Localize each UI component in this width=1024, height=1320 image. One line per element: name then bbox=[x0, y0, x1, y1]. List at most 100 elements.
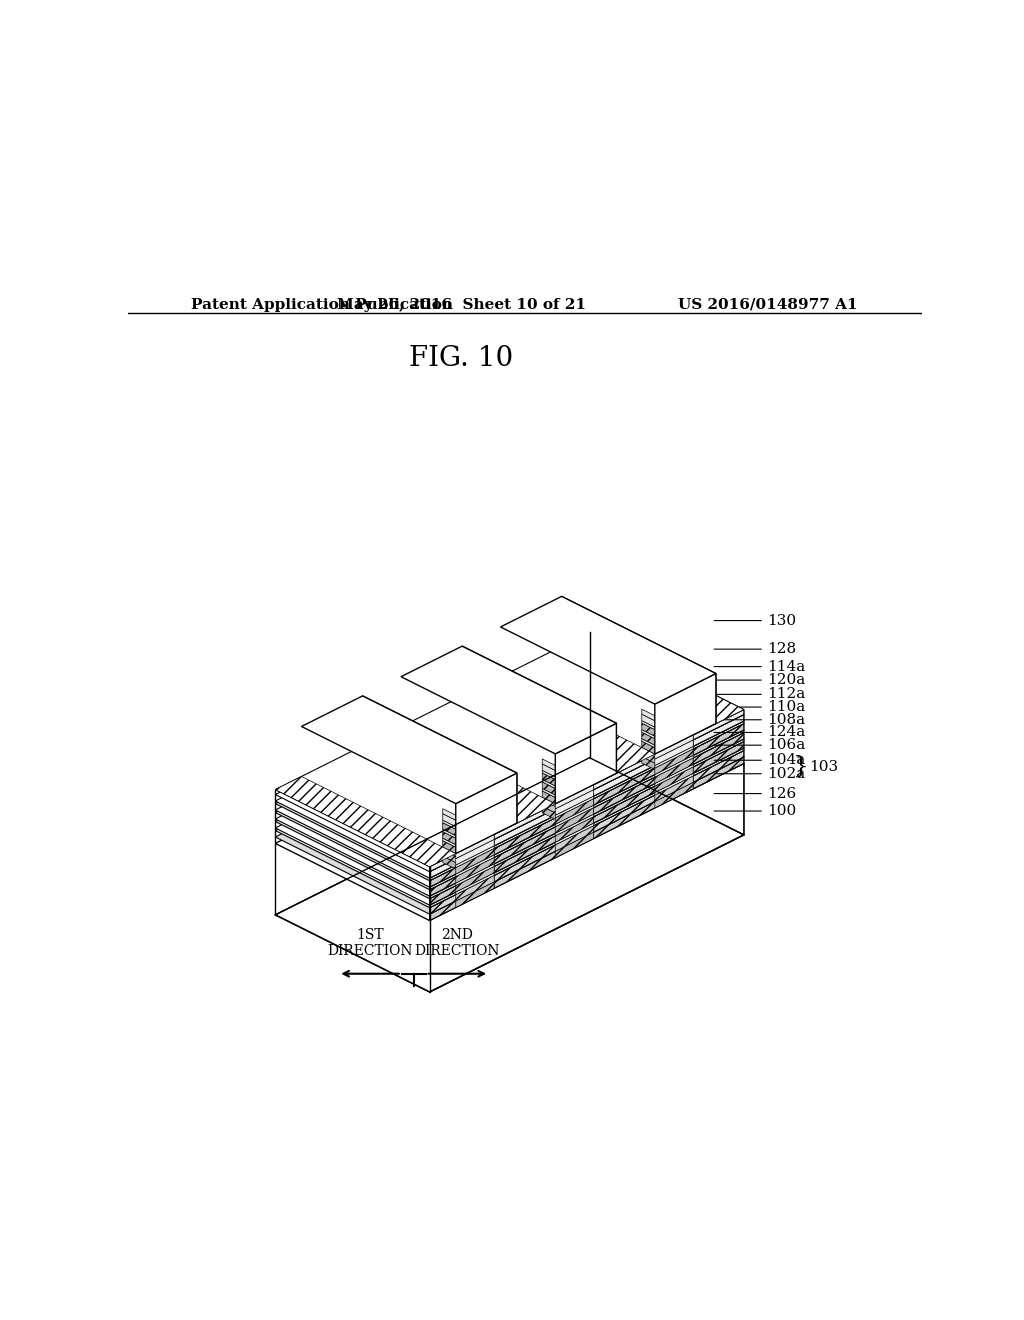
Polygon shape bbox=[654, 755, 693, 777]
Polygon shape bbox=[501, 597, 716, 704]
Polygon shape bbox=[555, 796, 594, 818]
Polygon shape bbox=[462, 677, 654, 774]
Polygon shape bbox=[590, 644, 743, 723]
Text: 124a: 124a bbox=[714, 726, 805, 739]
Text: 126: 126 bbox=[714, 787, 796, 800]
Polygon shape bbox=[442, 809, 495, 840]
Polygon shape bbox=[642, 756, 693, 789]
Text: 108a: 108a bbox=[714, 713, 805, 727]
Polygon shape bbox=[555, 805, 594, 826]
Polygon shape bbox=[456, 855, 495, 876]
Polygon shape bbox=[590, 653, 743, 733]
Polygon shape bbox=[430, 763, 743, 991]
Polygon shape bbox=[275, 647, 743, 880]
Polygon shape bbox=[442, 832, 495, 863]
Text: Patent Application Publication: Patent Application Publication bbox=[191, 297, 454, 312]
Polygon shape bbox=[301, 696, 517, 804]
Polygon shape bbox=[430, 710, 743, 871]
Polygon shape bbox=[401, 647, 616, 754]
Text: May 26, 2016  Sheet 10 of 21: May 26, 2016 Sheet 10 of 21 bbox=[337, 297, 586, 312]
Polygon shape bbox=[543, 764, 594, 796]
Polygon shape bbox=[430, 721, 743, 880]
Polygon shape bbox=[543, 774, 594, 805]
Polygon shape bbox=[590, 671, 743, 751]
Polygon shape bbox=[442, 847, 495, 875]
Polygon shape bbox=[362, 727, 555, 824]
Text: 2ND
DIRECTION: 2ND DIRECTION bbox=[415, 928, 500, 958]
Text: 110a: 110a bbox=[714, 700, 805, 714]
Polygon shape bbox=[590, 656, 743, 739]
Polygon shape bbox=[642, 750, 693, 783]
Polygon shape bbox=[555, 814, 594, 836]
Polygon shape bbox=[590, 686, 743, 834]
Polygon shape bbox=[362, 696, 517, 824]
Polygon shape bbox=[543, 797, 594, 825]
Polygon shape bbox=[442, 838, 495, 866]
Polygon shape bbox=[430, 723, 743, 887]
Polygon shape bbox=[430, 756, 743, 920]
Polygon shape bbox=[430, 730, 743, 890]
Polygon shape bbox=[543, 771, 594, 799]
Polygon shape bbox=[590, 680, 743, 763]
Polygon shape bbox=[555, 808, 594, 833]
Polygon shape bbox=[462, 647, 616, 774]
Polygon shape bbox=[642, 714, 693, 746]
Polygon shape bbox=[430, 714, 743, 878]
Polygon shape bbox=[555, 784, 594, 809]
Polygon shape bbox=[555, 832, 594, 858]
Polygon shape bbox=[275, 632, 743, 867]
Polygon shape bbox=[456, 858, 495, 883]
Polygon shape bbox=[543, 791, 594, 824]
Polygon shape bbox=[456, 840, 495, 865]
Polygon shape bbox=[654, 735, 693, 759]
Text: 114a: 114a bbox=[714, 660, 805, 673]
Polygon shape bbox=[654, 776, 693, 801]
Polygon shape bbox=[654, 673, 716, 754]
Text: US 2016/0148977 A1: US 2016/0148977 A1 bbox=[679, 297, 858, 312]
Text: }: } bbox=[793, 755, 809, 777]
Polygon shape bbox=[654, 774, 693, 795]
Polygon shape bbox=[642, 709, 693, 741]
Polygon shape bbox=[590, 664, 743, 748]
Polygon shape bbox=[275, 758, 743, 991]
Text: 112a: 112a bbox=[714, 688, 805, 701]
Polygon shape bbox=[442, 813, 495, 846]
Polygon shape bbox=[654, 783, 693, 808]
Polygon shape bbox=[543, 781, 594, 814]
Polygon shape bbox=[275, 680, 743, 915]
Polygon shape bbox=[642, 721, 693, 748]
Text: 130: 130 bbox=[714, 614, 796, 627]
Polygon shape bbox=[642, 723, 693, 755]
Text: 106a: 106a bbox=[714, 738, 805, 752]
Polygon shape bbox=[590, 638, 743, 721]
Polygon shape bbox=[555, 723, 616, 804]
Polygon shape bbox=[456, 873, 495, 895]
Polygon shape bbox=[654, 741, 693, 766]
Polygon shape bbox=[442, 850, 495, 882]
Polygon shape bbox=[456, 866, 495, 892]
Polygon shape bbox=[642, 730, 693, 758]
Polygon shape bbox=[654, 746, 693, 768]
Polygon shape bbox=[543, 807, 594, 838]
Polygon shape bbox=[442, 820, 495, 849]
Polygon shape bbox=[654, 748, 693, 775]
Polygon shape bbox=[430, 748, 743, 908]
Text: 100: 100 bbox=[714, 804, 796, 818]
Polygon shape bbox=[430, 739, 743, 899]
Polygon shape bbox=[456, 846, 495, 867]
Polygon shape bbox=[456, 863, 495, 886]
Text: FIG. 10: FIG. 10 bbox=[410, 346, 513, 372]
Polygon shape bbox=[543, 759, 594, 789]
Polygon shape bbox=[456, 875, 495, 902]
Text: 104a: 104a bbox=[714, 754, 805, 767]
Polygon shape bbox=[430, 751, 743, 915]
Polygon shape bbox=[543, 800, 594, 832]
Polygon shape bbox=[555, 799, 594, 824]
Polygon shape bbox=[555, 817, 594, 842]
Polygon shape bbox=[275, 776, 456, 867]
Polygon shape bbox=[275, 686, 743, 920]
Polygon shape bbox=[442, 841, 495, 873]
Polygon shape bbox=[642, 733, 693, 764]
Polygon shape bbox=[543, 788, 594, 817]
Polygon shape bbox=[654, 764, 693, 787]
